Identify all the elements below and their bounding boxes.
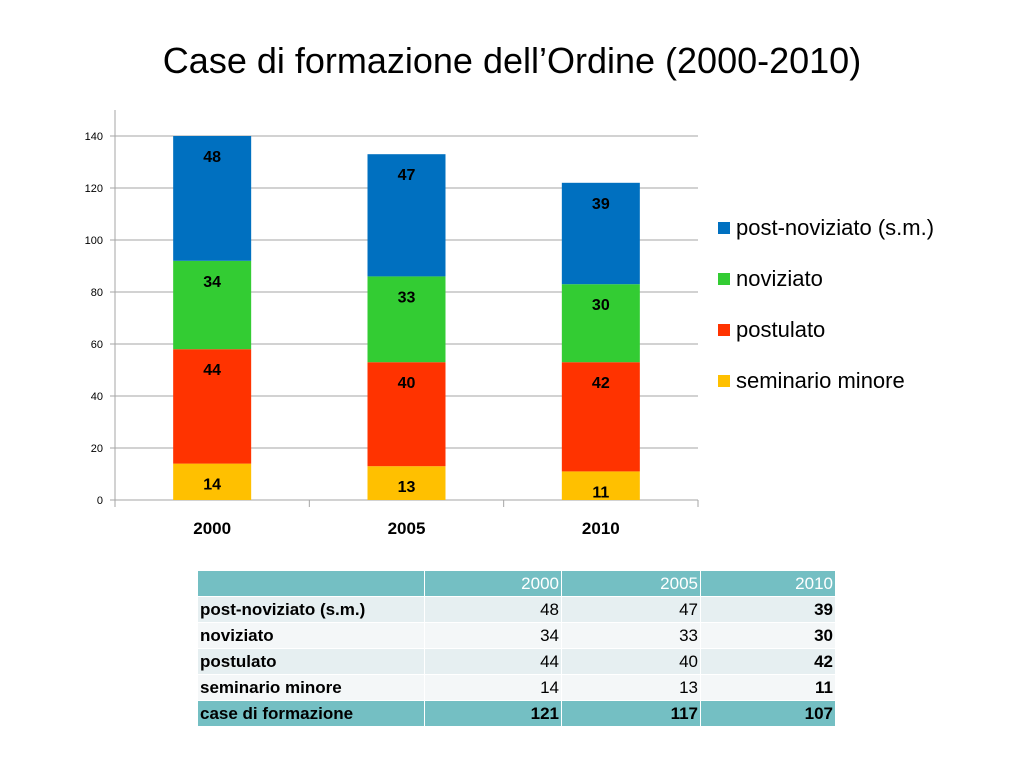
y-tick-label: 140 bbox=[85, 131, 103, 143]
data-label: 47 bbox=[398, 167, 416, 184]
bar-segment bbox=[173, 136, 252, 261]
y-tick-label: 120 bbox=[85, 183, 103, 195]
data-label: 44 bbox=[203, 362, 221, 379]
table-cell: 48 bbox=[424, 596, 562, 623]
y-tick-label: 20 bbox=[91, 443, 103, 455]
bar-segment bbox=[561, 182, 640, 285]
y-tick-label: 80 bbox=[91, 287, 103, 299]
chart-legend: post-noviziato (s.m.) noviziato postulato s… bbox=[718, 214, 978, 418]
table-header-row: 2000 2005 2010 bbox=[197, 570, 836, 597]
table-cell: 44 bbox=[424, 648, 562, 675]
table-cell: 13 bbox=[561, 674, 701, 701]
table-cell: 40 bbox=[561, 648, 701, 675]
legend-item: post-noviziato (s.m.) bbox=[718, 214, 978, 241]
legend-label: post-noviziato (s.m.) bbox=[736, 215, 935, 240]
legend-item: noviziato bbox=[718, 265, 978, 292]
legend-label: noviziato bbox=[736, 266, 823, 291]
data-label: 34 bbox=[203, 274, 221, 291]
bar-segment bbox=[561, 471, 640, 500]
page-title: Case di formazione dell’Ordine (2000-201… bbox=[162, 40, 862, 81]
data-label: 42 bbox=[592, 375, 610, 392]
table-cell: 42 bbox=[700, 648, 836, 675]
table-cell: 107 bbox=[700, 700, 836, 727]
bar-segment bbox=[367, 362, 446, 467]
table-row: noviziato 34 33 30 bbox=[197, 622, 836, 649]
data-label: 48 bbox=[203, 149, 221, 166]
table-cell: 121 bbox=[424, 700, 562, 727]
data-label: 33 bbox=[398, 289, 416, 306]
table-row: post-noviziato (s.m.) 48 47 39 bbox=[197, 596, 836, 623]
bar-segment bbox=[561, 284, 640, 363]
table-cell: 33 bbox=[561, 622, 701, 649]
row-label: case di formazione bbox=[197, 700, 425, 727]
table-header-cell: 2005 bbox=[561, 570, 701, 597]
legend-swatch bbox=[718, 273, 730, 285]
x-category-label: 2005 bbox=[388, 519, 426, 538]
table-cell: 34 bbox=[424, 622, 562, 649]
row-label: seminario minore bbox=[197, 674, 425, 701]
bar-segment bbox=[367, 276, 446, 363]
bar-segment bbox=[173, 260, 252, 350]
bar-segment bbox=[173, 349, 252, 464]
bar-segment bbox=[561, 362, 640, 472]
row-label: postulato bbox=[197, 648, 425, 675]
table-row: seminario minore 14 13 11 bbox=[197, 674, 836, 701]
y-tick-label: 0 bbox=[97, 495, 103, 507]
data-label: 40 bbox=[398, 375, 416, 392]
legend-swatch bbox=[718, 324, 730, 336]
data-table: 2000 2005 2010 post-noviziato (s.m.) 48 … bbox=[197, 570, 836, 727]
table-cell: 30 bbox=[700, 622, 836, 649]
bar-segment bbox=[367, 466, 446, 500]
x-category-label: 2010 bbox=[582, 519, 620, 538]
row-label: noviziato bbox=[197, 622, 425, 649]
table-cell: 11 bbox=[700, 674, 836, 701]
x-category-label: 2000 bbox=[193, 519, 231, 538]
table-cell: 14 bbox=[424, 674, 562, 701]
legend-label: seminario minore bbox=[736, 368, 905, 393]
stacked-bar-chart: 0 20 40 60 80 100 120 140 14 44 34 48 2000 13 40 33 47 20… bbox=[85, 110, 699, 538]
table-header-cell bbox=[197, 570, 425, 597]
table-cell: 117 bbox=[561, 700, 701, 727]
table-total-row: case di formazione 121 117 107 bbox=[197, 700, 836, 727]
legend-item: postulato bbox=[718, 316, 978, 343]
y-tick-label: 40 bbox=[91, 391, 103, 403]
row-label: post-noviziato (s.m.) bbox=[197, 596, 425, 623]
table-cell: 47 bbox=[561, 596, 701, 623]
data-label: 39 bbox=[592, 196, 610, 213]
legend-item: seminario minore bbox=[718, 367, 978, 394]
table-row: postulato 44 40 42 bbox=[197, 648, 836, 675]
y-tick-label: 60 bbox=[91, 339, 103, 351]
data-label: 30 bbox=[592, 297, 610, 314]
legend-swatch bbox=[718, 222, 730, 234]
data-label: 11 bbox=[592, 484, 609, 501]
legend-label: postulato bbox=[736, 317, 826, 342]
y-tick-label: 100 bbox=[85, 235, 103, 247]
bar-segment bbox=[173, 463, 252, 500]
table-header-cell: 2000 bbox=[424, 570, 562, 597]
data-label: 13 bbox=[398, 479, 416, 496]
bar-segment bbox=[367, 154, 446, 277]
data-label: 14 bbox=[203, 477, 221, 494]
table-header-cell: 2010 bbox=[700, 570, 836, 597]
table-cell: 39 bbox=[700, 596, 836, 623]
legend-swatch bbox=[718, 375, 730, 387]
